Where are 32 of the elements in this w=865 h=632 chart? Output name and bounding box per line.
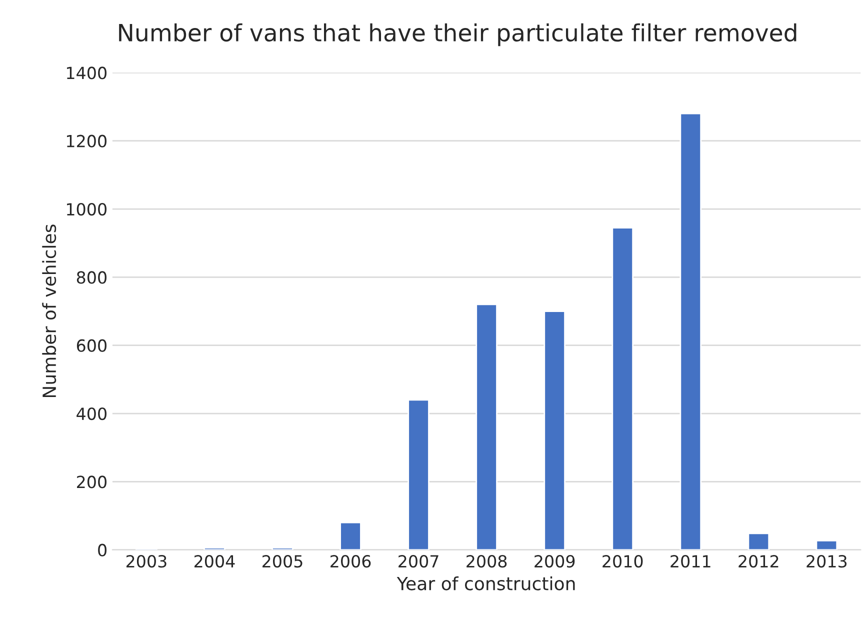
y-tick-label: 1000 bbox=[67, 202, 106, 216]
x-tick-label: 2005 bbox=[262, 554, 302, 568]
bar bbox=[680, 112, 702, 550]
x-tick-label: 2003 bbox=[126, 554, 166, 568]
y-tick-label: 400 bbox=[76, 407, 106, 420]
bar bbox=[544, 310, 566, 550]
x-tick-label: 2006 bbox=[330, 554, 371, 568]
bar bbox=[204, 547, 226, 550]
bar bbox=[272, 547, 294, 550]
bar bbox=[816, 540, 838, 550]
bar bbox=[748, 532, 770, 550]
x-tick-label: 2008 bbox=[466, 554, 507, 568]
y-tick-label: 0 bbox=[98, 544, 106, 556]
x-tick-label: 2007 bbox=[398, 554, 438, 568]
x-tick-label: 2009 bbox=[534, 554, 575, 568]
x-tick-label: 2011 bbox=[670, 554, 710, 568]
y-tick-label: 200 bbox=[77, 476, 106, 488]
y-tick-label: 600 bbox=[76, 339, 106, 352]
chart-title: Number of vans that have their particulate filter removed bbox=[119, 23, 796, 46]
x-tick-label: 2010 bbox=[602, 554, 643, 568]
y-axis-title: Number of vehicles bbox=[42, 224, 56, 398]
x-tick-label: 2004 bbox=[194, 554, 235, 568]
bar bbox=[476, 304, 498, 550]
y-tick-label: 1400 bbox=[67, 66, 106, 80]
bar bbox=[340, 522, 362, 550]
bar bbox=[408, 399, 430, 550]
y-tick-label: 1200 bbox=[67, 134, 106, 148]
y-tick-label: 800 bbox=[76, 271, 106, 284]
x-tick-label: 2012 bbox=[738, 554, 778, 568]
bar bbox=[612, 227, 634, 550]
x-tick-label: 2013 bbox=[806, 554, 847, 568]
x-axis-title: Year of construction bbox=[396, 576, 575, 590]
